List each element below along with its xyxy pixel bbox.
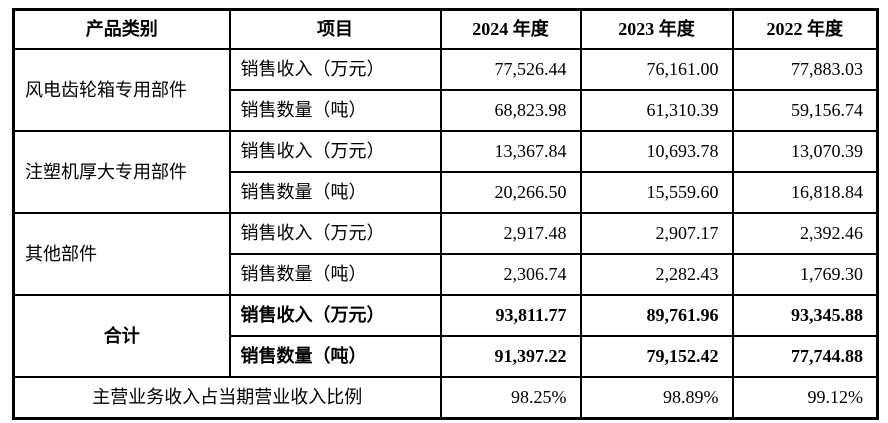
revenue-by-product-table: 产品类别 项目 2024 年度 2023 年度 2022 年度 风电齿轮箱专用部… — [12, 8, 879, 420]
item-label: 销售收入（万元） — [228, 212, 442, 255]
ratio-2022: 99.12% — [731, 376, 879, 420]
ratio-row: 主营业务收入占当期营业收入比例 98.25% 98.89% 99.12% — [12, 376, 879, 420]
value-2024: 2,917.48 — [439, 212, 582, 255]
value-2022: 77,883.03 — [731, 48, 879, 91]
item-label: 销售数量（吨） — [228, 171, 442, 214]
value-2023: 61,310.39 — [579, 89, 734, 132]
value-2022: 93,345.88 — [731, 294, 879, 337]
value-2022: 2,392.46 — [731, 212, 879, 255]
table-row: 风电齿轮箱专用部件 销售收入（万元） 77,526.44 76,161.00 7… — [12, 48, 879, 132]
item-label: 销售数量（吨） — [228, 253, 442, 296]
ratio-label: 主营业务收入占当期营业收入比例 — [12, 376, 442, 420]
header-product-category: 产品类别 — [12, 8, 231, 50]
value-2024: 13,367.84 — [439, 130, 582, 173]
header-year-2024: 2024 年度 — [439, 8, 582, 50]
header-row: 产品类别 项目 2024 年度 2023 年度 2022 年度 — [12, 8, 879, 50]
ratio-2024: 98.25% — [439, 376, 582, 420]
value-2023: 15,559.60 — [579, 171, 734, 214]
item-label: 销售收入（万元） — [228, 130, 442, 173]
header-year-2022: 2022 年度 — [731, 8, 879, 50]
value-2022: 59,156.74 — [731, 89, 879, 132]
value-2024: 91,397.22 — [439, 335, 582, 378]
category-other-parts: 其他部件 — [12, 212, 231, 296]
table-row: 销售数量（吨） 2,306.74 2,282.43 1,769.30 — [14, 253, 879, 296]
table-row: 销售数量（吨） 68,823.98 61,310.39 59,156.74 — [14, 89, 879, 132]
item-label: 销售收入（万元） — [228, 48, 442, 91]
header-item: 项目 — [228, 8, 442, 50]
value-2024: 20,266.50 — [439, 171, 582, 214]
value-2023: 2,282.43 — [579, 253, 734, 296]
value-2022: 16,818.84 — [731, 171, 879, 214]
value-2023: 2,907.17 — [579, 212, 734, 255]
value-2024: 2,306.74 — [439, 253, 582, 296]
category-total: 合计 — [12, 294, 231, 378]
header-year-2023: 2023 年度 — [579, 8, 734, 50]
value-2022: 1,769.30 — [731, 253, 879, 296]
value-2022: 77,744.88 — [731, 335, 879, 378]
category-injection-molding: 注塑机厚大专用部件 — [12, 130, 231, 214]
item-label: 销售收入（万元） — [228, 294, 442, 337]
item-label: 销售数量（吨） — [228, 335, 442, 378]
item-label: 销售数量（吨） — [228, 89, 442, 132]
total-row: 销售数量（吨） 91,397.22 79,152.42 77,744.88 — [14, 335, 879, 378]
ratio-2023: 98.89% — [579, 376, 734, 420]
value-2022: 13,070.39 — [731, 130, 879, 173]
table-row: 注塑机厚大专用部件 销售收入（万元） 13,367.84 10,693.78 1… — [12, 130, 879, 214]
value-2023: 89,761.96 — [579, 294, 734, 337]
value-2023: 76,161.00 — [579, 48, 734, 91]
table-row: 其他部件 销售收入（万元） 2,917.48 2,907.17 2,392.46 — [12, 212, 879, 296]
total-row: 合计 销售收入（万元） 93,811.77 89,761.96 93,345.8… — [12, 294, 879, 378]
value-2024: 93,811.77 — [439, 294, 582, 337]
category-wind-gearbox: 风电齿轮箱专用部件 — [12, 48, 231, 132]
value-2023: 79,152.42 — [579, 335, 734, 378]
value-2024: 77,526.44 — [439, 48, 582, 91]
value-2024: 68,823.98 — [439, 89, 582, 132]
value-2023: 10,693.78 — [579, 130, 734, 173]
table-row: 销售数量（吨） 20,266.50 15,559.60 16,818.84 — [14, 171, 879, 214]
